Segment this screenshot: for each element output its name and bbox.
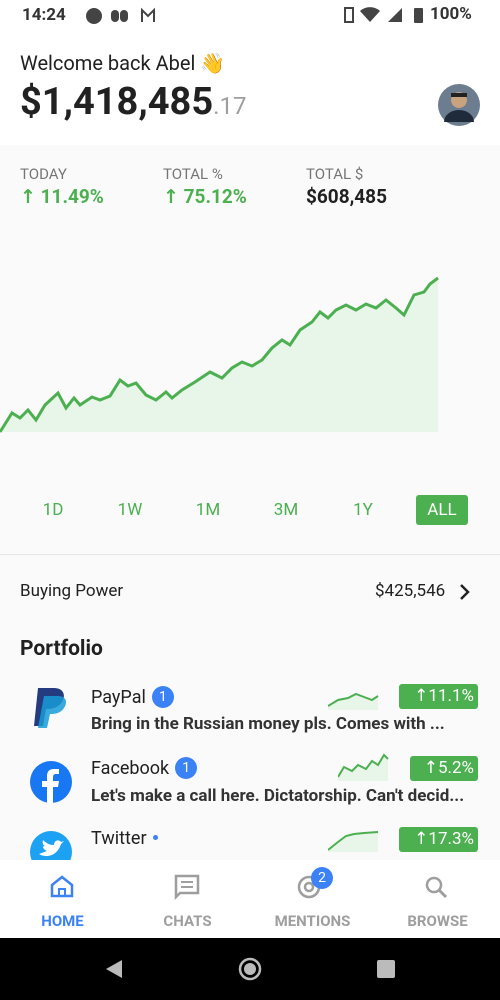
greeting: Welcome back Abel 👋: [20, 51, 226, 75]
range-button[interactable]: 1D: [42, 500, 64, 520]
divider: [0, 554, 500, 555]
item-name[interactable]: Facebook 1: [91, 757, 198, 779]
status-right-icons: [344, 7, 423, 23]
sparkline: [338, 753, 389, 781]
mentions-badge: 2: [311, 867, 333, 889]
battery-level: 100%: [430, 4, 472, 24]
change-pill: ↑11.1%: [399, 684, 478, 709]
balance-cents: .17: [213, 92, 247, 120]
item-name[interactable]: PayPal 1: [91, 686, 174, 708]
change-value: 5.2%: [437, 758, 474, 778]
stat-number: 11.49%: [40, 185, 104, 208]
range-button[interactable]: 1Y: [353, 500, 373, 520]
performance-chart: [0, 276, 439, 433]
status-time: 14:24: [22, 5, 66, 25]
nav-item[interactable]: BROWSE: [407, 912, 468, 930]
stat-label: TOTAL %: [163, 165, 223, 183]
range-button[interactable]: 1W: [117, 500, 143, 520]
bottom-nav: [0, 860, 500, 938]
range-button[interactable]: 3M: [273, 500, 299, 520]
stat-label: TODAY: [20, 165, 67, 183]
stat-number: 75.12%: [183, 185, 247, 208]
change-value: 11.1%: [428, 686, 474, 706]
sparkline: [328, 692, 379, 710]
portfolio-title: Portfolio: [20, 637, 103, 661]
range-button[interactable]: 1M: [195, 500, 221, 520]
chevron: [460, 584, 470, 600]
twitter-logo: [30, 831, 72, 860]
range-button[interactable]: ALL: [416, 495, 468, 525]
stat-value: $608,485: [306, 185, 387, 208]
unread-dot: [152, 835, 158, 840]
facebook-logo: [30, 761, 72, 803]
nav-item[interactable]: MENTIONS: [274, 912, 351, 930]
paypal-logo: [34, 688, 66, 728]
nav-item[interactable]: CHATS: [163, 912, 212, 930]
balance: $1,418,485.17: [20, 80, 246, 124]
item-name[interactable]: Twitter: [91, 828, 158, 849]
item-message: Let's make a call here. Dictatorship. Ca…: [91, 786, 465, 806]
change-pill: ↑5.2%: [410, 756, 478, 781]
nav-item[interactable]: HOME: [41, 912, 84, 930]
sparkline: [328, 831, 379, 852]
stat-value: ↑ 11.49%: [20, 185, 104, 208]
status-icons: [86, 7, 155, 24]
change-value: 17.3%: [428, 829, 474, 849]
unread-badge: 1: [151, 686, 174, 708]
system-nav-buttons: [106, 957, 395, 981]
buying-power-value[interactable]: $425,546: [375, 581, 446, 601]
unread-badge: 1: [175, 757, 198, 779]
item-title: Facebook: [91, 758, 170, 779]
item-title: Twitter: [91, 828, 147, 849]
change-pill: ↑17.3%: [399, 827, 478, 852]
item-title: PayPal: [91, 687, 146, 708]
stat-value: ↑ 75.12%: [163, 185, 247, 208]
stat-label: TOTAL $: [306, 165, 364, 183]
balance-main: $1,418,485: [20, 80, 214, 124]
item-message: Bring in the Russian money pls. Comes wi…: [91, 714, 445, 734]
avatar[interactable]: [438, 84, 480, 126]
header-bg: [0, 0, 500, 145]
nav-icons: [50, 874, 448, 901]
buying-power-label[interactable]: Buying Power: [20, 581, 124, 601]
